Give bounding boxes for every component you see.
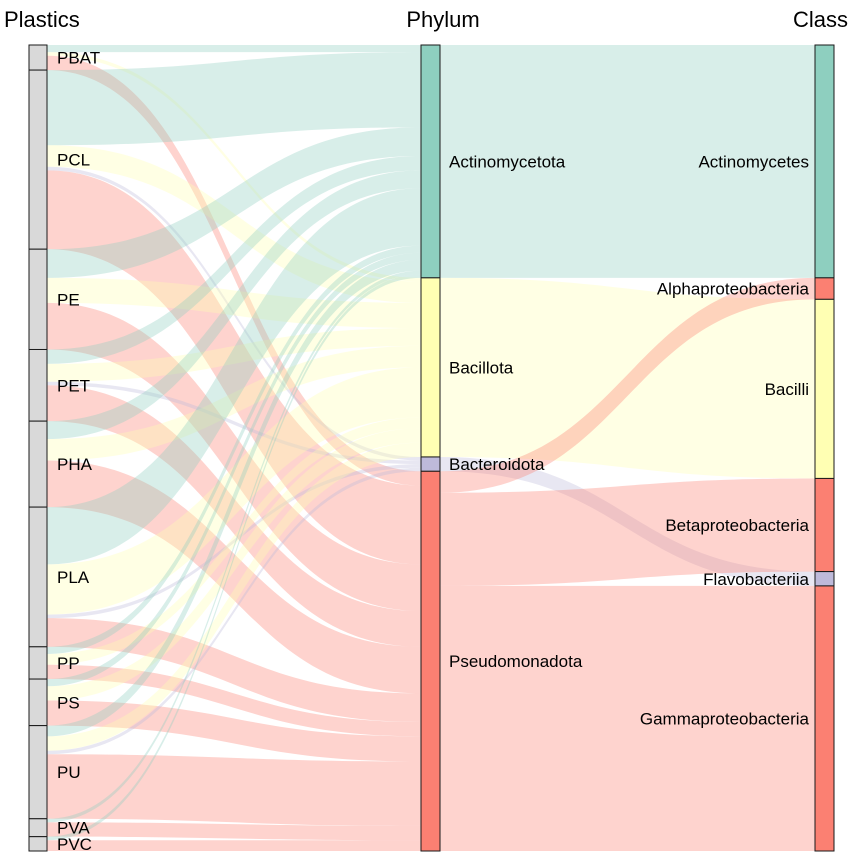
node-label-pvc: PVC xyxy=(57,835,92,854)
node-pet xyxy=(28,348,48,422)
link-actinomycetota-to-actinomycetes xyxy=(440,45,815,278)
node-betaproteobacteria xyxy=(814,477,835,573)
node-pp xyxy=(28,646,48,680)
link-pe-to-bacillota xyxy=(47,277,421,328)
node-pe xyxy=(28,248,48,350)
link-pp-to-pseudomonadota xyxy=(47,664,421,737)
link-pet-to-bacteroidota xyxy=(47,381,421,465)
link-ps-to-actinomycetota xyxy=(47,252,421,687)
link-pseudomonadota-to-betaproteobacteria xyxy=(440,478,815,586)
node-pha xyxy=(28,420,48,508)
node-label-betaproteobacteria: Betaproteobacteria xyxy=(665,516,809,535)
link-pseudomonadota-to-alphaproteobacteria xyxy=(440,277,815,493)
link-pha-to-bacillota xyxy=(47,345,421,461)
link-pla-to-actinomycetota xyxy=(47,188,421,565)
node-pbat xyxy=(28,44,48,71)
node-pcl xyxy=(28,69,48,250)
node-label-pla: PLA xyxy=(57,568,90,587)
link-pet-to-pseudomonadota xyxy=(47,385,421,647)
link-bacteroidota-to-flavobacteriia xyxy=(440,456,815,586)
node-pvc xyxy=(28,836,48,852)
node-label-actinomycetota: Actinomycetota xyxy=(449,152,566,171)
link-pu-to-actinomycetota xyxy=(47,259,421,737)
link-pbat-to-actinomycetota xyxy=(47,45,421,53)
link-pva-to-pseudomonadota xyxy=(47,822,421,841)
node-pseudomonadota xyxy=(420,470,441,852)
node-actinomycetes xyxy=(814,44,835,279)
node-bacillota xyxy=(420,277,441,458)
node-label-gammaproteobacteria: Gammaproteobacteria xyxy=(640,709,810,728)
node-label-flavobacteriia: Flavobacteriia xyxy=(703,570,809,589)
link-pu-to-pseudomonadota xyxy=(47,754,421,826)
node-label-bacillota: Bacillota xyxy=(449,358,514,377)
node-label-actinomycetes: Actinomycetes xyxy=(698,152,809,171)
node-label-pva: PVA xyxy=(57,819,90,838)
link-pla-to-pseudomonadota xyxy=(47,618,421,723)
column-title-plastics: Plastics xyxy=(4,7,80,32)
node-pva xyxy=(28,818,48,838)
link-pcl-to-actinomycetota xyxy=(47,52,421,146)
node-label-ps: PS xyxy=(57,693,80,712)
link-ps-to-pseudomonadota xyxy=(47,700,421,762)
node-label-pbat: PBAT xyxy=(57,49,100,68)
link-ps-to-bacillota xyxy=(47,428,421,701)
node-gammaproteobacteria xyxy=(814,585,835,852)
node-flavobacteriia xyxy=(814,571,835,587)
node-label-bacteroidota: Bacteroidota xyxy=(449,455,545,474)
node-label-pcl: PCL xyxy=(57,151,90,170)
node-label-pp: PP xyxy=(57,654,80,673)
link-pbat-to-bacillota xyxy=(47,52,421,282)
link-pva-to-actinomycetota xyxy=(47,270,421,823)
link-pseudomonadota-to-gammaproteobacteria xyxy=(440,585,815,851)
node-label-pseudomonadota: Pseudomonadota xyxy=(449,652,583,671)
node-bacteroidota xyxy=(420,456,441,472)
node-label-pet: PET xyxy=(57,376,90,395)
link-pla-to-bacillota xyxy=(47,367,421,615)
column-title-class: Class xyxy=(793,7,848,32)
link-pp-to-actinomycetota xyxy=(47,245,421,654)
node-ps xyxy=(28,678,48,727)
node-pu xyxy=(28,725,48,820)
link-pvc-to-pseudomonadota xyxy=(47,840,421,851)
link-pha-to-pseudomonadota xyxy=(47,460,421,694)
node-pla xyxy=(28,506,48,648)
link-pu-to-bacillota xyxy=(47,442,421,751)
link-pha-to-actinomycetota xyxy=(47,170,421,440)
link-pcl-to-bacteroidota xyxy=(47,166,421,461)
link-pcl-to-pseudomonadota xyxy=(47,170,421,565)
links-layer xyxy=(47,45,815,851)
column-title-phylum: Phylum xyxy=(406,7,479,32)
link-pvc-to-actinomycetota xyxy=(47,274,421,841)
nodes-layer xyxy=(28,44,835,852)
link-bacillota-to-bacilli xyxy=(440,277,815,479)
node-label-alphaproteobacteria: Alphaproteobacteria xyxy=(657,280,810,299)
link-pe-to-actinomycetota xyxy=(47,127,421,278)
link-pp-to-bacillota xyxy=(47,417,421,665)
node-label-bacilli: Bacilli xyxy=(765,380,809,399)
link-pe-to-pseudomonadota xyxy=(47,302,421,611)
node-actinomycetota xyxy=(420,44,441,279)
link-pet-to-actinomycetota xyxy=(47,156,421,364)
node-bacilli xyxy=(814,298,835,479)
link-pcl-to-bacillota xyxy=(47,145,421,303)
node-label-pe: PE xyxy=(57,290,80,309)
node-alphaproteobacteria xyxy=(814,277,835,300)
link-pet-to-bacillota xyxy=(47,327,421,382)
node-label-pu: PU xyxy=(57,763,81,782)
link-pu-to-bacteroidota xyxy=(47,467,421,755)
node-label-pha: PHA xyxy=(57,455,93,474)
link-pla-to-bacteroidota xyxy=(47,464,421,619)
link-pbat-to-pseudomonadota xyxy=(47,55,421,486)
